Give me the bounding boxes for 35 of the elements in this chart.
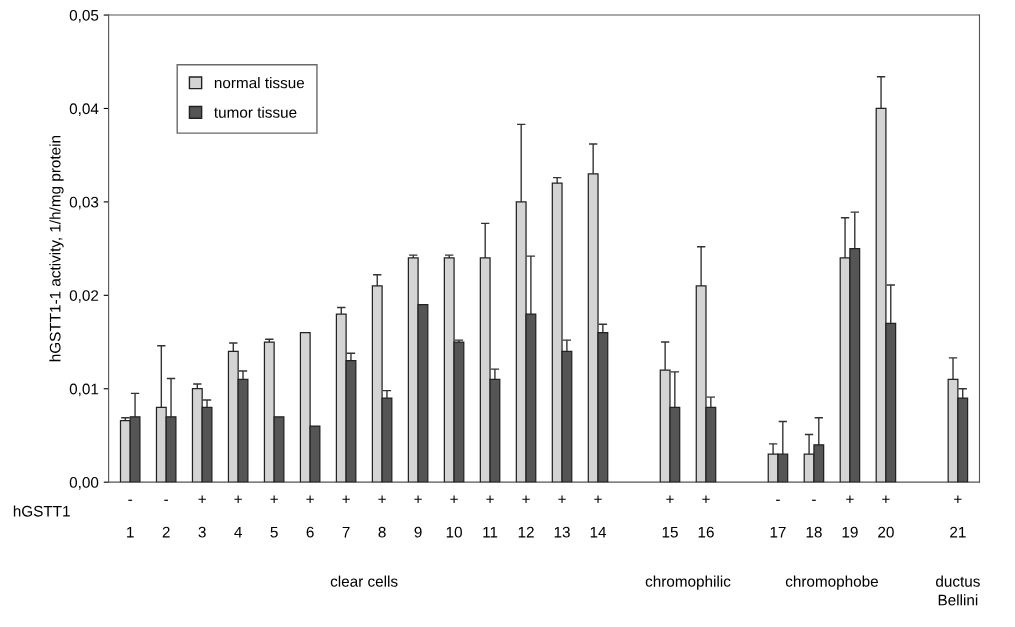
category-label: + 15 xyxy=(662,495,678,538)
category-label: + 4 xyxy=(234,495,242,538)
category-label: - 17 xyxy=(770,499,786,538)
legend-label: tumor tissue xyxy=(214,106,297,118)
category-label: + 8 xyxy=(378,495,386,538)
category-label: + 19 xyxy=(842,495,858,538)
category-label: + 11 xyxy=(483,495,498,538)
category-label: + 14 xyxy=(590,495,607,538)
category-label: + 21 xyxy=(950,495,966,538)
y-tick-label: 0,05 xyxy=(69,9,99,23)
y-tick-label: 0,00 xyxy=(69,477,99,490)
category-label: + 12 xyxy=(518,495,534,538)
legend-label: normal tissue xyxy=(214,77,305,89)
y-tick-label: 0,01 xyxy=(69,383,99,397)
category-label: - 2 xyxy=(162,499,170,538)
y-tick-label: 0,02 xyxy=(69,290,99,303)
category-label: - 18 xyxy=(806,499,822,538)
category-label: + 20 xyxy=(878,495,894,538)
text: hGSTT1 xyxy=(13,505,70,517)
category-label: + 9 xyxy=(414,495,422,538)
category-label: + 16 xyxy=(698,495,714,538)
category-label: + 10 xyxy=(446,495,462,538)
y-axis-title: hGSTT1-1 activity, 1/h/mg protein xyxy=(49,135,64,362)
text: clear cells xyxy=(330,575,398,587)
category-label: - 1 xyxy=(127,499,134,538)
text: ductus Bellini xyxy=(936,575,980,606)
text: chromophilic xyxy=(645,575,731,590)
category-label: + 3 xyxy=(198,495,206,538)
category-label: + 5 xyxy=(270,495,278,538)
category-label: + 13 xyxy=(554,495,570,538)
y-tick-label: 0,04 xyxy=(69,103,99,116)
category-label: + 6 xyxy=(306,495,314,538)
text: chromophobe xyxy=(785,575,878,590)
y-tick-label: 0,03 xyxy=(69,196,99,210)
category-label: + 7 xyxy=(342,495,350,538)
